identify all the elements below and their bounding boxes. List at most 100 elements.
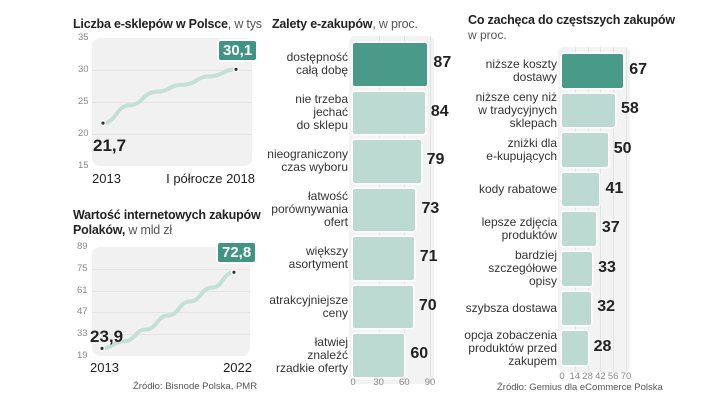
category-label-line: szybsza dostawa: [465, 300, 557, 315]
x-tick-label: 70: [620, 370, 632, 382]
x-tick-label: 30: [373, 376, 384, 388]
bar: [562, 93, 616, 128]
x-tick-label: 60: [399, 376, 410, 388]
chart1-eshops-line: 35 30 25 20 15 21,7 30,1 2013 I półrocze 2018: [60, 30, 270, 190]
category-label-line: w tradycyjnych: [478, 102, 557, 117]
chart2-title-line2: Polaków,: [73, 223, 126, 237]
chart2-title: Wartość internetowych zakupów Polaków, w…: [73, 208, 261, 238]
bar-value-label: 67: [629, 60, 648, 78]
bar: [562, 291, 592, 326]
y-tick-label: 25: [78, 96, 89, 107]
category-label: niższe koszty dostawy: [485, 56, 557, 84]
category-label-line: do sklepu: [296, 118, 348, 133]
x-tick-label: 14: [569, 370, 581, 382]
end-value-badge: 30,1: [219, 41, 257, 60]
x-tick-label: 0: [350, 376, 356, 388]
category-label-line: niższe ceny niż: [475, 89, 557, 104]
category-label-line: dostępność: [286, 50, 348, 65]
category-label-line: produktów przed: [468, 340, 557, 355]
gridline: [626, 47, 627, 372]
end-point: [232, 270, 236, 274]
bar: [353, 91, 425, 134]
category-label-line: zakupem: [508, 353, 557, 368]
gridline: [92, 290, 250, 292]
bar: [562, 54, 624, 88]
category-label: dostępność całą dobę: [287, 51, 348, 77]
category-label-line: znaleźć: [307, 347, 348, 362]
category-label: lepsze zdjęcia produktów: [482, 216, 557, 242]
x-tick-label: 56: [607, 370, 619, 382]
chart1-title: Liczba e-sklepów w Polsce, w tys: [73, 17, 262, 31]
gridline: [92, 70, 252, 71]
bar-value-label: 58: [621, 100, 639, 118]
x-label-end: 2022: [223, 360, 252, 375]
category-label-line: łatwiej: [314, 334, 348, 349]
category-label-line: opcja zobaczenia: [464, 327, 557, 342]
source-chart2: Źródło: Bisnode Polska, PMR: [133, 381, 258, 392]
chart3-title-text: Zalety e-zakupów: [272, 17, 373, 31]
category-label: bardziej szczegółowe opisy: [488, 249, 557, 288]
category-label-line: atrakcyjniejsze: [269, 292, 348, 307]
category-label-line: ofert: [323, 215, 348, 230]
bar-value-label: 70: [418, 296, 437, 314]
category-label-line: kody rabatowe: [478, 182, 557, 197]
category-label-line: całą dobę: [295, 63, 348, 78]
gridline: [600, 47, 602, 372]
category-label-line: lepsze zdjęcia: [481, 215, 557, 230]
source-chart4: Źródło: Gemius dla eCommerce Polska: [497, 382, 663, 393]
category-label-line: porównywania: [271, 202, 348, 217]
x-tick-label: 0: [559, 370, 565, 382]
gridline: [92, 134, 252, 135]
category-label: zniżki dla e-kupujących: [486, 137, 557, 163]
category-label-line: łatwość: [307, 189, 348, 204]
bar: [562, 331, 588, 365]
x-tick-label: 28: [582, 370, 593, 382]
series-line: [101, 67, 238, 126]
y-tick-label: 30: [78, 64, 89, 75]
category-label-line: e-kupujących: [486, 149, 557, 163]
category-label-line: asortyment: [288, 257, 348, 272]
start-value-label: 21,7: [93, 136, 127, 155]
bar: [353, 334, 405, 377]
category-label-line: niższe koszty: [485, 56, 557, 71]
gridline: [92, 102, 252, 103]
bar: [353, 285, 413, 328]
line-svg: [99, 269, 237, 352]
bar: [562, 212, 596, 246]
category-label-line: zniżki dla: [507, 136, 557, 150]
start-point: [101, 121, 105, 125]
category-label-line: nie trzeba: [295, 92, 348, 107]
chart3-title: Zalety e-zakupów, w proc.: [272, 17, 418, 31]
bar: [562, 172, 600, 207]
category-label: opcja zobaczenia produktów przed zakupem: [464, 327, 557, 368]
y-tick-label: 47: [77, 306, 88, 318]
x-tick-label: 42: [595, 370, 606, 382]
category-label-line: nieograniczony: [267, 147, 348, 162]
chart4-subtitle: w proc.: [468, 28, 507, 42]
y-tick-label: 75: [77, 262, 88, 274]
category-label-line: szczegółowe: [488, 261, 557, 276]
category-label-line: większy: [305, 244, 348, 259]
chart4-title: Co zachęca do częstszych zakupów: [468, 13, 675, 27]
category-label-line: ceny: [322, 305, 348, 320]
bar-value-label: 37: [601, 219, 620, 237]
category-label: nieograniczony czas wyboru: [267, 148, 348, 174]
y-tick-label: 33: [77, 328, 88, 340]
category-label: łatwość porównywania ofert: [271, 190, 348, 229]
bar-value-label: 71: [419, 248, 438, 266]
bar: [562, 252, 593, 286]
chart1-title-text: Liczba e-sklepów w Polsce: [73, 17, 228, 31]
chart4-encouragement-bars: 0 14 28 42 56 70 67 niższe koszty dostawy 58 niższ…: [450, 47, 650, 382]
bar: [562, 133, 608, 167]
chart2-title-unit: w mld zł: [125, 223, 172, 237]
gridline: [92, 334, 250, 336]
category-label-line: jechać: [313, 105, 348, 120]
gridline: [430, 36, 431, 384]
category-label-line: opisy: [528, 274, 557, 289]
category-label: niższe ceny niż w tradycyjnych sklepach: [475, 89, 557, 130]
end-point: [234, 67, 238, 71]
y-tick-label: 35: [78, 32, 89, 43]
category-label: atrakcyjniejsze ceny: [269, 292, 348, 320]
bar: [353, 43, 428, 86]
category-label-line: rzadkie oferty: [275, 360, 348, 375]
